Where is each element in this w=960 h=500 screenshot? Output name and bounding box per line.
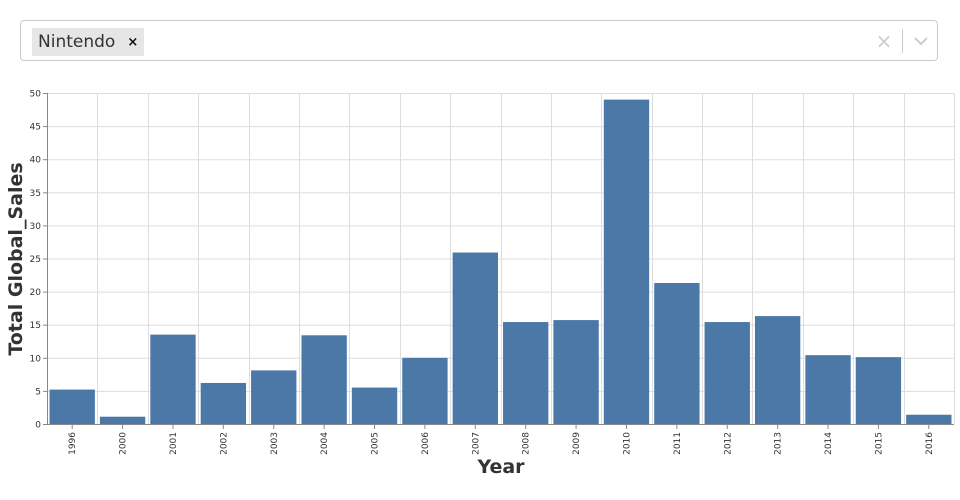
x-tick-label: 2006 bbox=[421, 432, 431, 455]
x-tick-label: 2016 bbox=[925, 432, 935, 455]
x-tick-label: 2011 bbox=[673, 432, 683, 455]
y-tick-label: 15 bbox=[30, 321, 41, 331]
y-tick-label: 50 bbox=[30, 90, 42, 100]
x-tick-label: 2008 bbox=[522, 432, 532, 455]
y-tick-label: 40 bbox=[30, 156, 42, 166]
x-tick-label: 2014 bbox=[824, 432, 834, 455]
bar-2014[interactable] bbox=[805, 355, 851, 424]
y-tick-label: 20 bbox=[30, 288, 42, 298]
y-tick-label: 5 bbox=[35, 387, 41, 397]
y-tick-label: 35 bbox=[30, 189, 41, 199]
x-tick-label: 2015 bbox=[874, 432, 884, 455]
bar-2011[interactable] bbox=[654, 282, 700, 424]
bar-1996[interactable] bbox=[49, 389, 95, 424]
y-tick-label: 25 bbox=[30, 255, 41, 265]
y-axis-title: Total Global_Sales bbox=[5, 162, 27, 355]
y-tick-label: 0 bbox=[35, 421, 41, 431]
x-tick-label: 2005 bbox=[371, 432, 381, 455]
bar-2000[interactable] bbox=[99, 416, 146, 424]
chevron-down-icon[interactable] bbox=[911, 30, 931, 52]
x-tick-label: 2009 bbox=[572, 432, 582, 455]
y-tick-label: 30 bbox=[30, 222, 42, 232]
x-tick-label: 2012 bbox=[723, 432, 733, 455]
y-tick-label: 45 bbox=[30, 123, 41, 133]
bar-2012[interactable] bbox=[704, 322, 750, 424]
bar-2007[interactable] bbox=[452, 252, 498, 424]
bar-2015[interactable] bbox=[855, 357, 902, 424]
selected-tag-label: Nintendo bbox=[38, 32, 116, 52]
close-icon[interactable]: × bbox=[127, 34, 139, 50]
x-tick-label: 2013 bbox=[774, 432, 784, 455]
bar-2005[interactable] bbox=[351, 387, 398, 424]
bars bbox=[49, 99, 952, 425]
axes: 0 5 10 15 20 25 30 35 40 45 50 1996 2000 2001 2002 2003… bbox=[30, 90, 954, 455]
x-tick-label: 2001 bbox=[169, 432, 179, 455]
bar-2001[interactable] bbox=[150, 334, 196, 424]
x-axis-title: Year bbox=[476, 456, 525, 478]
bar-2006[interactable] bbox=[402, 357, 448, 424]
bar-2008[interactable] bbox=[503, 322, 549, 424]
x-tick-label: 2010 bbox=[622, 432, 632, 455]
selected-tag-nintendo: Nintendo × bbox=[32, 28, 145, 56]
clear-icon[interactable]: × bbox=[875, 29, 893, 53]
x-tick-label: 2000 bbox=[119, 432, 129, 455]
bar-2016[interactable] bbox=[906, 414, 952, 424]
x-tick-label: 2003 bbox=[270, 432, 280, 455]
x-tick-label: 2007 bbox=[471, 432, 481, 455]
indicator-separator bbox=[902, 29, 903, 53]
bar-2010[interactable] bbox=[603, 99, 650, 425]
x-tick-label: 2002 bbox=[219, 432, 229, 455]
bar-2013[interactable] bbox=[754, 316, 801, 424]
x-tick-label: 1996 bbox=[68, 432, 78, 455]
bar-2009[interactable] bbox=[553, 320, 599, 424]
y-tick-label: 10 bbox=[30, 354, 42, 364]
x-tick-label: 2004 bbox=[320, 432, 330, 455]
bar-2004[interactable] bbox=[301, 335, 347, 424]
bar-2003[interactable] bbox=[251, 370, 297, 424]
bar-2002[interactable] bbox=[200, 382, 247, 424]
publisher-multiselect[interactable]: Nintendo × × bbox=[20, 20, 938, 61]
